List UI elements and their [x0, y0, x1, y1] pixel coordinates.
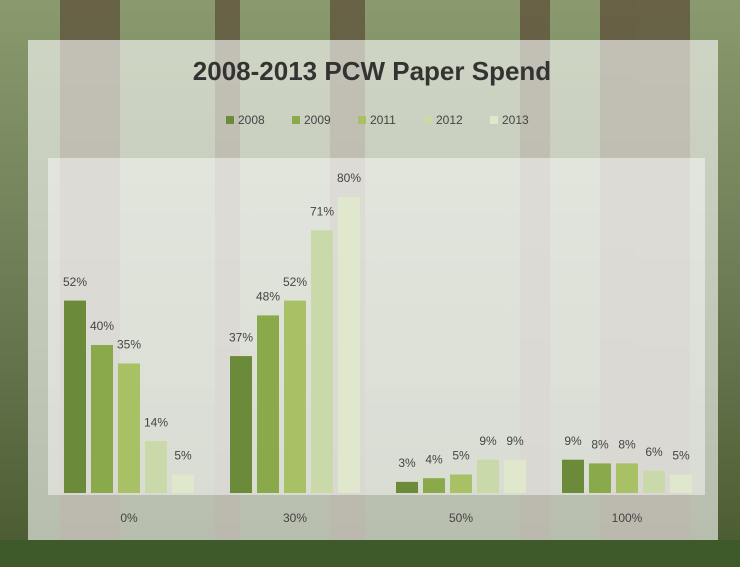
bar — [643, 470, 665, 493]
bar — [91, 345, 113, 493]
value-label: 8% — [618, 438, 636, 452]
legend-label: 2009 — [304, 113, 331, 127]
bar — [284, 300, 306, 493]
legend-swatch — [226, 116, 234, 124]
bar — [118, 363, 140, 493]
value-label: 40% — [90, 319, 114, 333]
bar — [172, 474, 194, 493]
value-label: 37% — [229, 330, 253, 344]
value-label: 80% — [337, 171, 361, 185]
legend-label: 2012 — [436, 113, 463, 127]
value-label: 9% — [564, 434, 582, 448]
value-label: 5% — [174, 449, 192, 463]
value-label: 71% — [310, 204, 334, 218]
bar — [338, 197, 360, 493]
bar — [257, 315, 279, 493]
value-label: 52% — [63, 275, 87, 289]
value-label: 52% — [283, 275, 307, 289]
legend-swatch — [490, 116, 498, 124]
plot-area — [48, 158, 705, 495]
legend: 2008 2009 2011 2012 2013 — [226, 113, 529, 127]
value-label: 9% — [479, 434, 497, 448]
x-tick-label: 50% — [449, 511, 473, 525]
legend-swatch — [358, 116, 366, 124]
bar — [145, 441, 167, 493]
legend-swatch — [424, 116, 432, 124]
chart-title: 2008-2013 PCW Paper Spend — [193, 56, 551, 86]
x-tick-label: 30% — [283, 511, 307, 525]
bar — [64, 300, 86, 493]
bar — [230, 356, 252, 493]
legend-swatch — [292, 116, 300, 124]
legend-label: 2008 — [238, 113, 265, 127]
value-label: 8% — [591, 438, 609, 452]
bar — [450, 474, 472, 493]
bar — [423, 478, 445, 493]
bar — [562, 459, 584, 493]
x-tick-label: 0% — [120, 511, 138, 525]
ground — [0, 540, 740, 567]
value-label: 6% — [645, 445, 663, 459]
value-label: 48% — [256, 290, 280, 304]
bar — [589, 463, 611, 493]
legend-label: 2013 — [502, 113, 529, 127]
value-label: 3% — [398, 456, 416, 470]
value-label: 5% — [672, 449, 690, 463]
bar — [477, 459, 499, 493]
chart-panel — [28, 40, 718, 540]
bar — [311, 230, 333, 494]
bar — [670, 474, 692, 493]
bar — [396, 481, 418, 493]
value-label: 5% — [452, 449, 470, 463]
bar — [504, 459, 526, 493]
x-tick-label: 100% — [612, 511, 643, 525]
value-label: 9% — [506, 434, 524, 448]
value-label: 14% — [144, 415, 168, 429]
legend-label: 2011 — [370, 113, 396, 127]
bar — [616, 463, 638, 493]
value-label: 35% — [117, 338, 141, 352]
value-label: 4% — [425, 452, 443, 466]
